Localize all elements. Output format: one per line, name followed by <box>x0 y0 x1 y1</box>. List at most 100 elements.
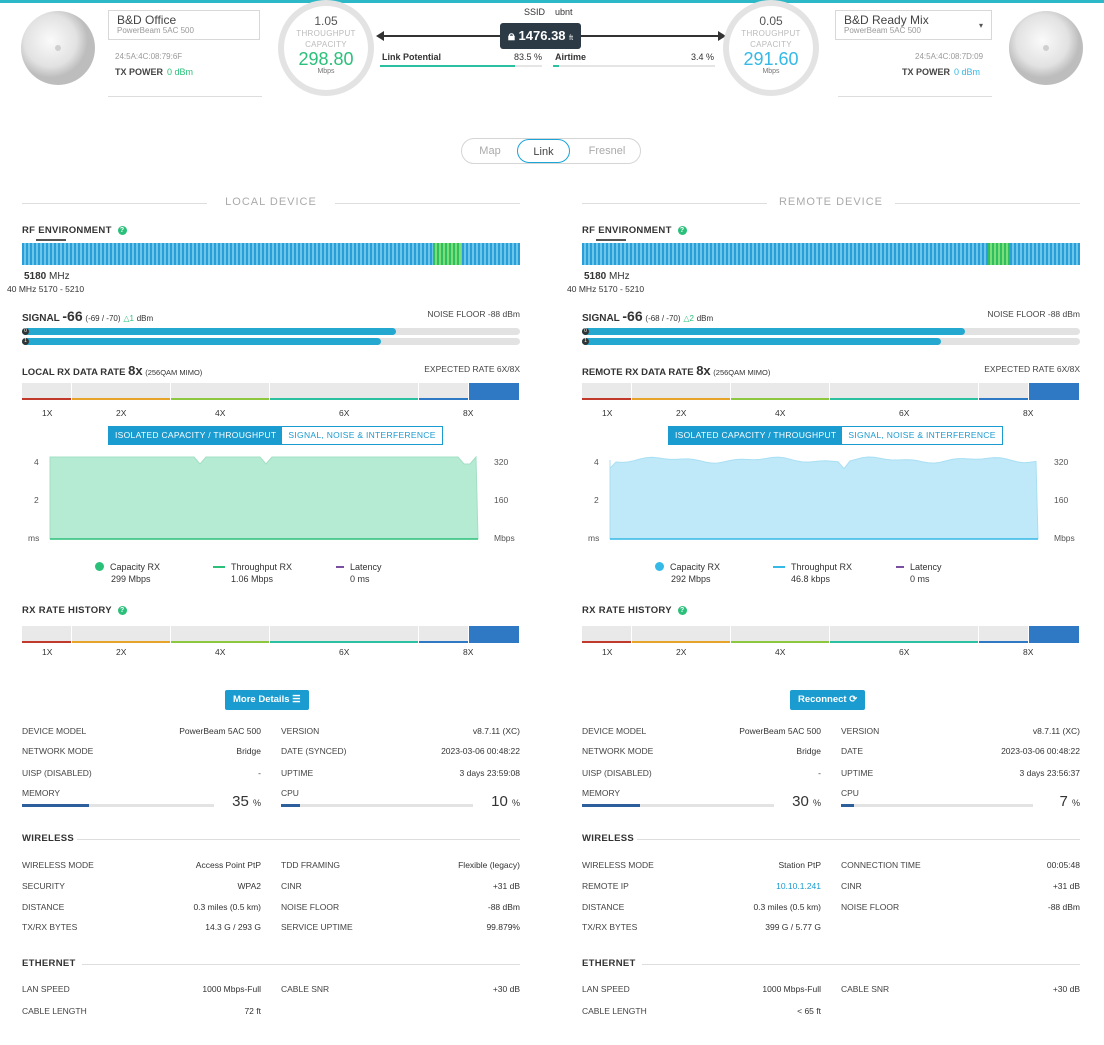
local-capacity-area <box>49 455 479 540</box>
link-potential-label: Link Potential <box>382 52 442 62</box>
remote-rate-bar <box>582 383 1080 401</box>
reconnect-button[interactable]: Reconnect ⟳ <box>790 690 866 710</box>
local-memory-bar <box>22 804 214 807</box>
link-potential-value: 83.5 % <box>513 52 542 62</box>
remote-signal: SIGNAL -66 (-68 / -70) △2 dBm <box>582 308 714 324</box>
remote-cpu-label: CPU <box>841 788 859 798</box>
tab-isolated-capacity[interactable]: ISOLATED CAPACITY / THROUGHPUT <box>669 427 843 444</box>
remote-capacity-area <box>609 456 1039 540</box>
remote-dish-image <box>1009 11 1083 85</box>
help-icon[interactable]: ? <box>117 226 127 235</box>
tab-isolated-capacity[interactable]: ISOLATED CAPACITY / THROUGHPUT <box>109 427 283 444</box>
remote-cpu-value: 7 % <box>1059 793 1080 810</box>
remote-device-model: PowerBeam 5AC 500 <box>844 26 921 35</box>
view-toggle: Map Link Fresnel <box>461 138 641 164</box>
link-arrow-right-icon <box>718 31 726 41</box>
local-rate-bar <box>22 383 520 401</box>
local-section-title: LOCAL DEVICE <box>22 196 520 208</box>
help-icon[interactable]: ? <box>677 606 687 615</box>
local-memory-label: MEMORY <box>22 788 61 798</box>
local-chart-tabs: ISOLATED CAPACITY / THROUGHPUT SIGNAL, N… <box>108 426 443 445</box>
chevron-down-icon: ▾ <box>978 21 983 30</box>
local-capacity-chart: 4 2 ms 320 160 Mbps <box>22 452 520 552</box>
link-distance-badge: 🔒︎ 1476.38 ft <box>500 23 582 49</box>
remote-rate-history <box>582 626 1080 644</box>
link-potential-bar <box>380 65 516 67</box>
remote-rf-spectrum[interactable] <box>582 243 1080 265</box>
remote-ethernet-title: ETHERNET <box>582 958 636 969</box>
local-noise-floor: NOISE FLOOR -88 dBm <box>427 309 520 319</box>
remote-rx-rate: REMOTE RX DATA RATE 8x (256QAM MIMO) <box>582 363 771 378</box>
local-header-rule <box>108 96 262 97</box>
local-expected-rate: EXPECTED RATE 6X/8X <box>424 364 520 374</box>
local-cpu-bar <box>281 804 473 807</box>
remote-chain1-bar: 1 <box>582 338 1080 345</box>
view-link-option[interactable]: Link <box>517 139 570 163</box>
remote-area-svg <box>609 456 1039 540</box>
local-rf-title: RF ENVIRONMENT? <box>22 225 127 236</box>
local-tx-power: TX POWER 0 dBm <box>115 67 194 77</box>
local-legend-capacity[interactable]: Capacity RX <box>95 562 160 572</box>
remote-frequency: 5180 MHz <box>584 271 630 282</box>
remote-wireless-title: WIRELESS <box>582 833 635 844</box>
remote-cpu-bar <box>841 804 1033 807</box>
local-memory-value: 35 % <box>232 793 261 810</box>
remote-device-panel: REMOTE DEVICE RF ENVIRONMENT? 5180 MHz 4… <box>567 196 1080 1016</box>
remote-memory-value: 30 % <box>792 793 821 810</box>
local-device-model: PowerBeam 5AC 500 <box>117 26 194 35</box>
local-wireless-title: WIRELESS <box>22 833 75 844</box>
view-map-option[interactable]: Map <box>479 145 501 157</box>
top-accent-line <box>0 0 1104 3</box>
remote-mac: 24:5A:4C:08:7D:09 <box>915 52 984 61</box>
remote-tx-power: TX POWER 0 dBm <box>902 67 981 77</box>
tab-signal-noise[interactable]: SIGNAL, NOISE & INTERFERENCE <box>848 430 996 440</box>
chain-1-icon: 1 <box>582 338 589 345</box>
local-cpu-label: CPU <box>281 788 299 798</box>
more-details-button[interactable]: More Details ☰ <box>225 690 309 710</box>
local-history-title: RX RATE HISTORY? <box>22 605 127 616</box>
help-icon[interactable]: ? <box>117 606 127 615</box>
view-fresnel-option[interactable]: Fresnel <box>588 145 626 157</box>
remote-legend-latency[interactable]: Latency <box>896 562 942 572</box>
local-device-name-field[interactable]: B&D Office PowerBeam 5AC 500 <box>108 10 260 40</box>
remote-memory-bar <box>582 804 774 807</box>
remote-legend-throughput[interactable]: Throughput RX <box>773 562 852 572</box>
remote-history-title: RX RATE HISTORY? <box>582 605 687 616</box>
local-ethernet-title: ETHERNET <box>22 958 76 969</box>
local-rf-spectrum[interactable] <box>22 243 520 265</box>
help-icon[interactable]: ? <box>677 226 687 235</box>
remote-chart-tabs: ISOLATED CAPACITY / THROUGHPUT SIGNAL, N… <box>668 426 1003 445</box>
refresh-icon: ⟳ <box>849 694 858 705</box>
local-chain0-bar: 0 <box>22 328 520 335</box>
airtime-value: 3.4 % <box>690 52 714 62</box>
local-device-panel: LOCAL DEVICE RF ENVIRONMENT? 5180 MHz 40… <box>7 196 520 1016</box>
remote-legend-capacity[interactable]: Capacity RX <box>655 562 720 572</box>
tab-signal-noise[interactable]: SIGNAL, NOISE & INTERFERENCE <box>288 430 436 440</box>
remote-memory-label: MEMORY <box>582 788 621 798</box>
remote-ip-link[interactable]: 10.10.1.241 <box>776 881 821 891</box>
local-bandwidth: 40 MHz 5170 - 5210 <box>7 284 85 294</box>
local-legend-throughput[interactable]: Throughput RX <box>213 562 292 572</box>
local-cpu-value: 10 % <box>491 793 520 810</box>
local-rx-rate: LOCAL RX DATA RATE 8x (256QAM MIMO) <box>22 363 203 378</box>
ssid: SSID ubnt <box>524 7 573 17</box>
chain-0-icon: 0 <box>22 328 29 335</box>
remote-noise-floor: NOISE FLOOR -88 dBm <box>987 309 1080 319</box>
airtime-label: Airtime <box>555 52 587 62</box>
local-mac: 24:5A:4C:08:79:6F <box>115 52 183 61</box>
remote-capacity-gauge: 0.05 THROUGHPUT CAPACITY 291.60 Mbps <box>723 0 819 96</box>
local-device-name: B&D Office <box>117 13 177 27</box>
remote-header-rule <box>838 96 992 97</box>
local-legend-latency[interactable]: Latency <box>336 562 382 572</box>
chain-0-icon: 0 <box>582 328 589 335</box>
remote-rf-title: RF ENVIRONMENT? <box>582 225 687 236</box>
remote-device-select[interactable]: B&D Ready Mix PowerBeam 5AC 500 ▾ <box>835 10 992 40</box>
remote-capacity-chart: 4 2 ms 320 160 Mbps <box>582 452 1080 552</box>
remote-expected-rate: EXPECTED RATE 6X/8X <box>984 364 1080 374</box>
remote-bandwidth: 40 MHz 5170 - 5210 <box>567 284 645 294</box>
airtime-bar <box>553 65 559 67</box>
local-frequency: 5180 MHz <box>24 271 70 282</box>
remote-device-name: B&D Ready Mix <box>844 13 929 27</box>
link-arrow-left-icon <box>376 31 384 41</box>
lock-icon: 🔒︎ <box>508 28 515 43</box>
